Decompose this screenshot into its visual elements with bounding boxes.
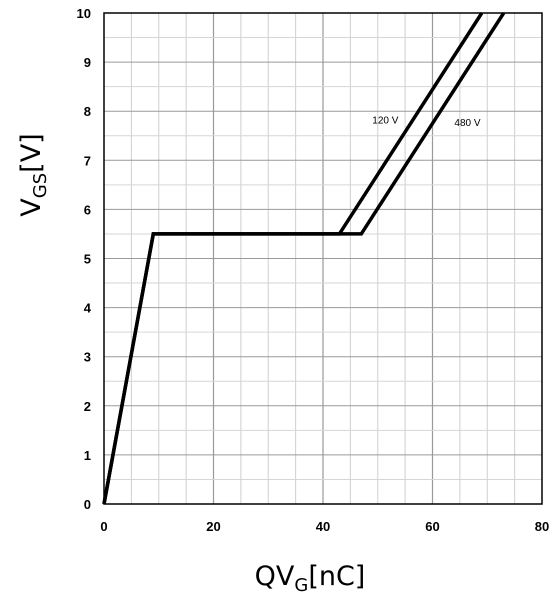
y-tick-label: 0	[84, 497, 91, 512]
y-tick-label: 6	[84, 202, 91, 217]
y-tick-label: 10	[77, 6, 91, 21]
y-axis-title-sub: GS	[30, 173, 51, 198]
x-axis-title-main: QV	[255, 561, 295, 592]
y-tick-label: 7	[84, 153, 91, 168]
annotation-layer: 120 V 480 V	[372, 115, 481, 128]
y-axis-title-unit: [V]	[16, 133, 47, 173]
plot-frame	[103, 12, 543, 505]
y-tick-label: 9	[84, 55, 91, 70]
x-tick-label: 80	[535, 519, 549, 534]
y-tick-label: 1	[84, 448, 91, 463]
x-tick-label: 60	[425, 519, 439, 534]
y-tick-label: 4	[84, 301, 92, 316]
x-axis-title: QVG[nC]	[255, 561, 366, 596]
y-tick-label: 2	[84, 399, 91, 414]
x-tick-labels: 0 20 40 60 80	[100, 519, 549, 534]
series-line-480v	[102, 12, 506, 505]
x-tick-label: 0	[100, 519, 107, 534]
y-tick-label: 8	[84, 104, 91, 119]
x-tick-label: 20	[206, 519, 220, 534]
grid	[104, 13, 542, 504]
y-tick-labels: 0 1 2 3 4 5 6 7 8 9 10	[77, 6, 92, 512]
y-axis-title: VGS[V]	[16, 133, 51, 216]
x-tick-label: 40	[316, 519, 330, 534]
x-axis-title-unit: [nC]	[308, 561, 365, 592]
y-axis-title-main: V	[16, 198, 47, 217]
series-annotation: 480 V	[454, 118, 480, 129]
x-axis-title-sub: G	[294, 575, 308, 596]
y-tick-label: 3	[84, 350, 91, 365]
y-tick-label: 5	[84, 252, 91, 267]
series-annotation: 120 V	[372, 115, 398, 126]
series-layer	[102, 12, 506, 505]
